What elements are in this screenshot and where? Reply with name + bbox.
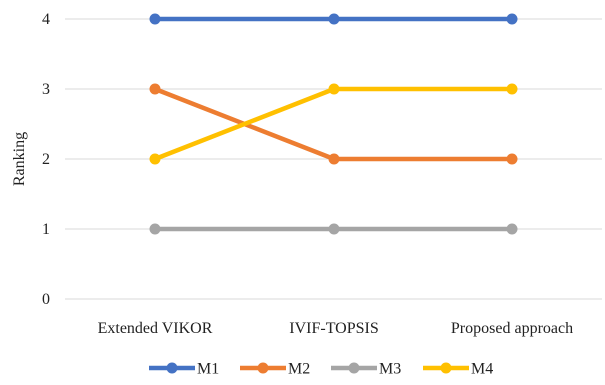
x-tick-label: Extended VIKOR <box>98 320 213 337</box>
y-tick-label: 0 <box>42 291 50 308</box>
legend-label: M2 <box>288 361 310 378</box>
legend-label: M1 <box>197 361 219 378</box>
data-point <box>149 83 161 95</box>
legend-swatch-marker <box>166 362 178 374</box>
data-point <box>149 13 161 25</box>
x-axis-ticks: Extended VIKOR IVIF-TOPSIS Proposed approa… <box>98 320 573 337</box>
data-point <box>506 83 518 95</box>
y-tick-label: 3 <box>42 81 50 98</box>
legend-label: M4 <box>471 361 493 378</box>
y-axis-ticks: 0 1 2 3 4 <box>42 11 50 308</box>
series-m2 <box>149 83 518 165</box>
series-lines <box>149 13 518 235</box>
y-axis-title: Ranking <box>11 132 28 186</box>
data-point <box>328 13 340 25</box>
series-m4 <box>149 83 518 165</box>
legend-item-m1: M1 <box>149 361 219 378</box>
series-m1 <box>149 13 518 25</box>
legend-swatch-marker <box>440 362 452 374</box>
legend-item-m2: M2 <box>240 361 310 378</box>
y-tick-label: 2 <box>42 151 50 168</box>
y-tick-label: 4 <box>42 11 50 28</box>
legend-label: M3 <box>379 361 401 378</box>
data-point <box>506 13 518 25</box>
y-tick-label: 1 <box>42 221 50 238</box>
data-point <box>328 153 340 165</box>
series-line <box>152 86 515 162</box>
data-point <box>149 223 161 235</box>
legend-item-m3: M3 <box>331 361 401 378</box>
series-m3 <box>149 223 518 235</box>
legend-swatch-marker <box>348 362 360 374</box>
legend-item-m4: M4 <box>423 361 493 378</box>
data-point <box>328 83 340 95</box>
series-line <box>152 86 515 162</box>
data-point <box>506 153 518 165</box>
data-point <box>328 223 340 235</box>
data-point <box>149 153 161 165</box>
legend: M1 M2 M3 M4 <box>149 361 493 378</box>
data-point <box>506 223 518 235</box>
x-tick-label: Proposed approach <box>451 320 573 337</box>
legend-swatch-marker <box>257 362 269 374</box>
x-tick-label: IVIF-TOPSIS <box>289 320 379 337</box>
